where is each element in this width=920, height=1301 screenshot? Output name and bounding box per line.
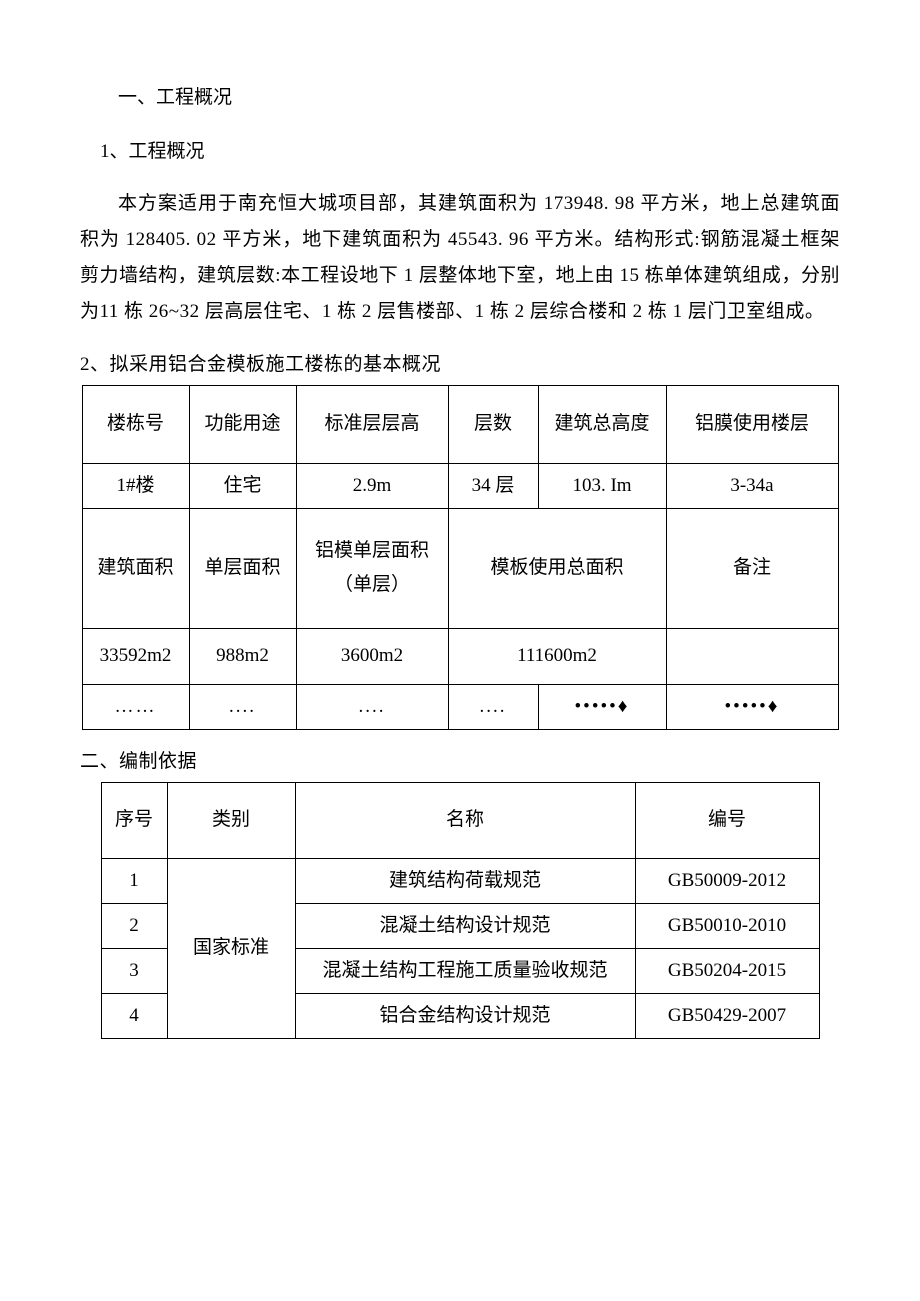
section-2-heading: 2、拟采用铝合金模板施工楼栋的基本概况 [80,347,840,383]
section-1-heading: 一、工程概况 [118,80,840,116]
t2-r1-code: GB50010-2010 [635,903,819,948]
section-1-1-heading: 1、工程概况 [100,134,840,170]
t2-r2-seq: 3 [101,948,167,993]
t1-h1-c3: 层数 [448,385,538,463]
t1-r1-c5: 3-34a [666,463,838,508]
t2-category: 国家标准 [167,858,295,1038]
t2-h-c0: 序号 [101,782,167,858]
t1-r3-c1: .... [189,684,296,729]
t2-r1-name: 混凝土结构设计规范 [295,903,635,948]
t1-r1-c3: 34 层 [448,463,538,508]
t1-h1-c5: 铝膜使用楼层 [666,385,838,463]
t2-h-c2: 名称 [295,782,635,858]
t1-r3-c4: •••••♦ [538,684,666,729]
t1-r2-c2: 3600m2 [296,628,448,684]
t2-r3-seq: 4 [101,993,167,1038]
t1-r3-c5: •••••♦ [666,684,838,729]
t1-r3-c0: …… [82,684,189,729]
t1-h2-c4: 备注 [666,508,838,628]
t2-r3-code: GB50429-2007 [635,993,819,1038]
t2-h-c1: 类别 [167,782,295,858]
t1-h2-c2: 铝模单层面积（单层） [296,508,448,628]
t1-r2-c3: 111600m2 [448,628,666,684]
t1-r3-c3: .... [448,684,538,729]
t2-r2-code: GB50204-2015 [635,948,819,993]
t1-r2-c4 [666,628,838,684]
t1-h2-c3: 模板使用总面积 [448,508,666,628]
document-page: 一、工程概况 1、工程概况 本方案适用于南充恒大城项目部，其建筑面积为 1739… [0,0,920,1133]
basis-table: 序号 类别 名称 编号 1 国家标准 建筑结构荷载规范 GB50009-2012… [101,782,820,1039]
t2-r0-code: GB50009-2012 [635,858,819,903]
t1-r1-c0: 1#楼 [82,463,189,508]
t1-h1-c4: 建筑总高度 [538,385,666,463]
section-3-heading: 二、编制依据 [80,744,840,780]
t1-r2-c1: 988m2 [189,628,296,684]
t1-r1-c2: 2.9m [296,463,448,508]
t1-h2-c1: 单层面积 [189,508,296,628]
t1-h1-c2: 标准层层高 [296,385,448,463]
overview-paragraph: 本方案适用于南充恒大城项目部，其建筑面积为 173948. 98 平方米，地上总… [80,186,840,330]
t1-h1-c1: 功能用途 [189,385,296,463]
t1-r2-c0: 33592m2 [82,628,189,684]
t2-r3-name: 铝合金结构设计规范 [295,993,635,1038]
t2-r0-name: 建筑结构荷载规范 [295,858,635,903]
t1-r1-c1: 住宅 [189,463,296,508]
t1-r3-c2: .... [296,684,448,729]
t1-h2-c0: 建筑面积 [82,508,189,628]
t2-h-c3: 编号 [635,782,819,858]
building-overview-table: 楼栋号 功能用途 标准层层高 层数 建筑总高度 铝膜使用楼层 1#楼 住宅 2.… [82,385,839,730]
t2-r1-seq: 2 [101,903,167,948]
t2-r2-name: 混凝土结构工程施工质量验收规范 [295,948,635,993]
t1-h1-c0: 楼栋号 [82,385,189,463]
t2-r0-seq: 1 [101,858,167,903]
t1-r1-c4: 103. Im [538,463,666,508]
